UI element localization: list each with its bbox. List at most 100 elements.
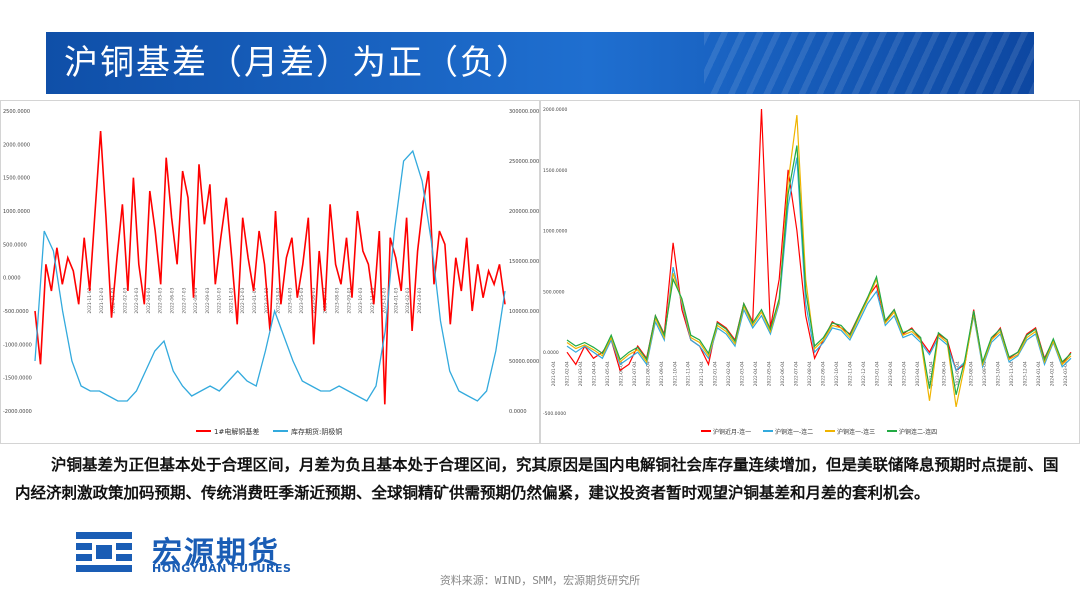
x-tick-label: 2021-07-04 (632, 361, 638, 386)
x-tick-label: 2023-03-03 (276, 287, 282, 313)
x-tick-label: 2022-07-04 (794, 361, 800, 386)
x-tick-label: 2023-01-03 (252, 287, 258, 313)
x-tick-label: 2023-03-04 (901, 361, 907, 386)
y-tick-label: 1500.0000 (543, 168, 567, 174)
x-tick-label: 2023-11-04 (1009, 361, 1015, 386)
x-tick-label: 2023-01-04 (874, 361, 880, 386)
x-tick-label: 2023-06-04 (942, 361, 948, 386)
x-tick-label: 2023-05-03 (299, 287, 305, 313)
y-left-tick-label: 1000.0000 (3, 209, 30, 215)
x-tick-label: 2023-05-04 (928, 361, 934, 386)
x-tick-label: 2021-01-04 (551, 361, 557, 386)
legend-label: 1#电解铜基差 (214, 427, 259, 436)
x-tick-label: 2022-03-04 (740, 361, 746, 386)
y-left-tick-label: 1500.0000 (3, 176, 30, 182)
x-tick-label: 2022-02-04 (726, 361, 732, 386)
x-tick-label: 2021-12-03 (99, 287, 105, 313)
logo-chinese-name: 宏源期货 (152, 536, 280, 571)
x-tick-label: 2023-09-03 (346, 287, 352, 313)
y-left-tick-label: -1500.0000 (3, 376, 32, 382)
x-tick-label: 2023-12-03 (382, 287, 388, 313)
legend-label: 沪铜连二-连四 (899, 428, 937, 436)
series-line-4 (566, 145, 1072, 395)
basis-inventory-chart: 2500.0000 2000.0000 1500.0000 1000.0000 500.… (0, 100, 542, 444)
series-line-2 (566, 157, 1072, 372)
x-tick-label: 2023-04-04 (915, 361, 921, 386)
x-tick-label: 2022-06-04 (780, 361, 786, 386)
legend-label: 沪铜连一-连二 (775, 428, 813, 436)
logo-english-name: HONGYUAN FUTURES (152, 562, 292, 575)
x-tick-label: 2021-02-04 (564, 361, 570, 386)
x-tick-label: 2023-09-04 (982, 361, 988, 386)
x-tick-label: 2021-10-04 (672, 361, 678, 386)
x-tick-label: 2022-10-03 (217, 287, 223, 313)
y-right-tick-label: 0.0000 (509, 409, 527, 415)
company-logo: 宏源期货 HONGYUAN FUTURES (72, 528, 312, 578)
y-tick-label: 500.0000 (543, 289, 565, 295)
x-tick-label: 2022-01-04 (713, 361, 719, 386)
x-tick-label: 2021-05-04 (605, 361, 611, 386)
x-tick-label: 2024-01-04 (1036, 361, 1042, 386)
x-tick-label: 2022-06-03 (170, 287, 176, 313)
y-left-tick-label: 0.0000 (3, 276, 21, 282)
x-tick-label: 2022-03-03 (134, 287, 140, 313)
x-tick-label: 2023-06-03 (311, 287, 317, 313)
x-tick-label: 2023-12-04 (1023, 361, 1029, 386)
data-source-note: 资料来源：WIND，SMM，宏源期货研究所 (439, 574, 641, 587)
y-left-tick-label: 2000.0000 (3, 142, 30, 148)
month-spread-chart-svg: 2000.0000 1500.0000 1000.0000 500.0000 0.000… (543, 107, 1072, 436)
x-tick-label: 2023-04-03 (287, 287, 293, 313)
x-tick-label: 2023-10-04 (996, 361, 1002, 386)
x-tick-label: 2022-09-04 (820, 361, 826, 386)
x-tick-label: 2022-12-03 (240, 287, 246, 313)
x-tick-label: 2023-02-04 (888, 361, 894, 386)
x-tick-label: 2022-04-03 (146, 287, 152, 313)
y-tick-label: 0.0000 (543, 350, 559, 356)
y-left-tick-label: 2500.0000 (3, 109, 30, 115)
x-tick-label: 2022-11-03 (228, 287, 234, 313)
x-tick-label: 2024-02-03 (405, 287, 411, 313)
x-tick-label: 2023-10-03 (358, 287, 364, 313)
y-left-tick-label: -500.0000 (3, 309, 29, 315)
x-tick-label: 2023-08-03 (335, 287, 341, 313)
x-tick-label: 2021-11-04 (686, 361, 692, 386)
month-spread-chart: 2000.0000 1500.0000 1000.0000 500.0000 0.000… (540, 100, 1080, 444)
basis-inventory-chart-svg: 2500.0000 2000.0000 1500.0000 1000.0000 500.… (3, 109, 542, 436)
x-tick-label: 2021-03-04 (578, 361, 584, 386)
y-left-tick-label: -2000.0000 (3, 409, 32, 415)
x-tick-label: 2022-12-04 (861, 361, 867, 386)
x-tick-label: 2023-08-04 (969, 361, 975, 386)
y-right-tick-label: 300000.0000 (509, 109, 539, 115)
x-tick-label: 2021-12-04 (699, 361, 705, 386)
y-left-tick-label: 500.0000 (3, 242, 27, 248)
x-tick-label: 2022-11-04 (847, 361, 853, 386)
x-tick-label: 2022-05-03 (158, 287, 164, 313)
y-right-tick-label: 250000.0000 (509, 159, 539, 165)
series-line-1 (566, 108, 1072, 372)
x-tick-label: 2021-04-04 (591, 361, 597, 386)
y-right-tick-label: 200000.0000 (509, 209, 539, 215)
title-banner: 沪铜基差（月差）为正（负） (46, 32, 1034, 94)
x-tick-label: 2022-08-04 (807, 361, 813, 386)
x-tick-label: 2022-09-03 (205, 287, 211, 313)
x-tick-label: 2021-08-04 (645, 361, 651, 386)
x-tick-label: 2021-11-03 (87, 287, 93, 313)
x-tick-label: 2022-07-03 (181, 287, 187, 313)
commentary-paragraph: 沪铜基差为正但基本处于合理区间，月差为负且基本处于合理区间，究其原因是国内电解铜… (15, 456, 1059, 502)
y-right-tick-label: 100000.0000 (509, 309, 539, 315)
x-tick-label: 2021-09-04 (659, 361, 665, 386)
x-tick-label: 2022-02-03 (122, 287, 128, 313)
x-tick-label: 2022-10-04 (834, 361, 840, 386)
x-tick-label: 2024-02-04 (1050, 361, 1056, 386)
legend-label: 沪铜近月-连一 (713, 428, 751, 436)
x-tick-label: 2021-06-04 (618, 361, 624, 386)
y-tick-label: 1000.0000 (543, 229, 567, 235)
legend-label: 沪铜连一-连三 (837, 428, 875, 436)
x-tick-label: 2023-07-04 (955, 361, 961, 386)
x-tick-label: 2022-05-04 (767, 361, 773, 386)
y-tick-label: 2000.0000 (543, 107, 567, 113)
series-line-2 (34, 149, 506, 402)
y-tick-label: -500.0000 (543, 411, 566, 417)
y-left-tick-label: -1000.0000 (3, 342, 32, 348)
y-right-tick-label: 50000.0000 (509, 359, 539, 365)
